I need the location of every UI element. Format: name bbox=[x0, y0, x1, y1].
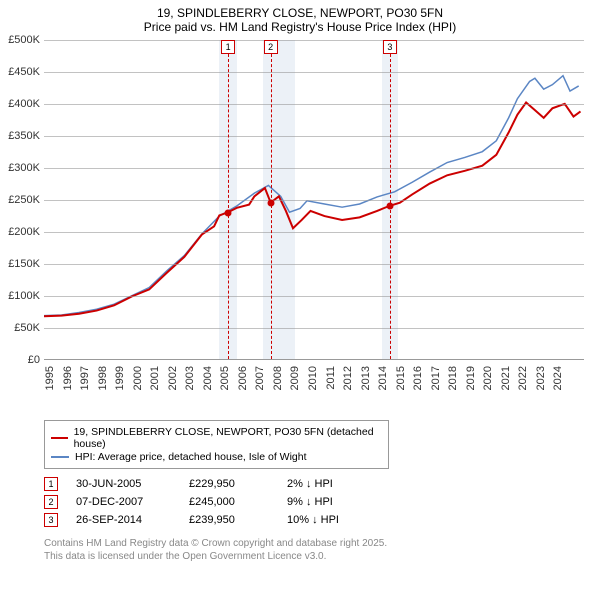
legend-label: 19, SPINDLEBERRY CLOSE, NEWPORT, PO30 5F… bbox=[74, 426, 382, 450]
gridline bbox=[44, 264, 584, 265]
y-tick-label: £300K bbox=[0, 162, 40, 174]
gridline bbox=[44, 136, 584, 137]
table-row: 1 30-JUN-2005 £229,950 2% ↓ HPI bbox=[44, 477, 600, 491]
row-price: £239,950 bbox=[189, 514, 269, 526]
y-tick-label: £0 bbox=[0, 354, 40, 366]
title-line2: Price paid vs. HM Land Registry's House … bbox=[0, 20, 600, 34]
legend-item: HPI: Average price, detached house, Isle… bbox=[51, 451, 382, 463]
chart-title: 19, SPINDLEBERRY CLOSE, NEWPORT, PO30 5F… bbox=[0, 0, 600, 36]
plot-area: 1 2 3 bbox=[44, 40, 584, 360]
y-tick-label: £200K bbox=[0, 226, 40, 238]
row-pct: 2% ↓ HPI bbox=[287, 478, 397, 490]
row-pct: 10% ↓ HPI bbox=[287, 514, 397, 526]
gridline bbox=[44, 168, 584, 169]
marker-label-box: 1 bbox=[221, 40, 235, 54]
legend: 19, SPINDLEBERRY CLOSE, NEWPORT, PO30 5F… bbox=[44, 420, 389, 469]
y-tick-label: £450K bbox=[0, 66, 40, 78]
y-tick-label: £150K bbox=[0, 258, 40, 270]
gridline bbox=[44, 72, 584, 73]
legend-label: HPI: Average price, detached house, Isle… bbox=[75, 451, 307, 463]
row-marker-box: 2 bbox=[44, 495, 58, 509]
footer-line2: This data is licensed under the Open Gov… bbox=[44, 550, 600, 563]
table-row: 2 07-DEC-2007 £245,000 9% ↓ HPI bbox=[44, 495, 600, 509]
legend-item: 19, SPINDLEBERRY CLOSE, NEWPORT, PO30 5F… bbox=[51, 426, 382, 450]
y-tick-label: £250K bbox=[0, 194, 40, 206]
marker-label-box: 3 bbox=[383, 40, 397, 54]
y-tick-label: £50K bbox=[0, 322, 40, 334]
legend-swatch bbox=[51, 456, 69, 458]
y-tick-label: £100K bbox=[0, 290, 40, 302]
row-marker-box: 3 bbox=[44, 513, 58, 527]
gridline bbox=[44, 328, 584, 329]
y-tick-label: £500K bbox=[0, 34, 40, 46]
y-tick-label: £350K bbox=[0, 130, 40, 142]
marker-label-box: 2 bbox=[264, 40, 278, 54]
chart-container: £0 £50K £100K £150K £200K £250K £300K £350K £400… bbox=[0, 36, 600, 416]
legend-swatch bbox=[51, 437, 68, 439]
row-price: £245,000 bbox=[189, 496, 269, 508]
row-price: £229,950 bbox=[189, 478, 269, 490]
footer-line1: Contains HM Land Registry data © Crown c… bbox=[44, 537, 600, 550]
row-date: 30-JUN-2005 bbox=[76, 478, 171, 490]
series-line bbox=[44, 76, 579, 316]
marker-vline bbox=[228, 54, 229, 359]
marker-dot bbox=[386, 203, 393, 210]
marker-dot bbox=[225, 209, 232, 216]
gridline bbox=[44, 296, 584, 297]
row-date: 26-SEP-2014 bbox=[76, 514, 171, 526]
gridline bbox=[44, 104, 584, 105]
title-line1: 19, SPINDLEBERRY CLOSE, NEWPORT, PO30 5F… bbox=[0, 6, 600, 20]
footer: Contains HM Land Registry data © Crown c… bbox=[44, 537, 600, 563]
table-row: 3 26-SEP-2014 £239,950 10% ↓ HPI bbox=[44, 513, 600, 527]
transactions-table: 1 30-JUN-2005 £229,950 2% ↓ HPI 2 07-DEC-2007… bbox=[44, 477, 600, 527]
y-tick-label: £400K bbox=[0, 98, 40, 110]
gridline bbox=[44, 40, 584, 41]
row-marker-box: 1 bbox=[44, 477, 58, 491]
x-tick-label: 2024 bbox=[552, 366, 600, 390]
row-date: 07-DEC-2007 bbox=[76, 496, 171, 508]
gridline bbox=[44, 200, 584, 201]
marker-dot bbox=[267, 200, 274, 207]
row-pct: 9% ↓ HPI bbox=[287, 496, 397, 508]
gridline bbox=[44, 232, 584, 233]
